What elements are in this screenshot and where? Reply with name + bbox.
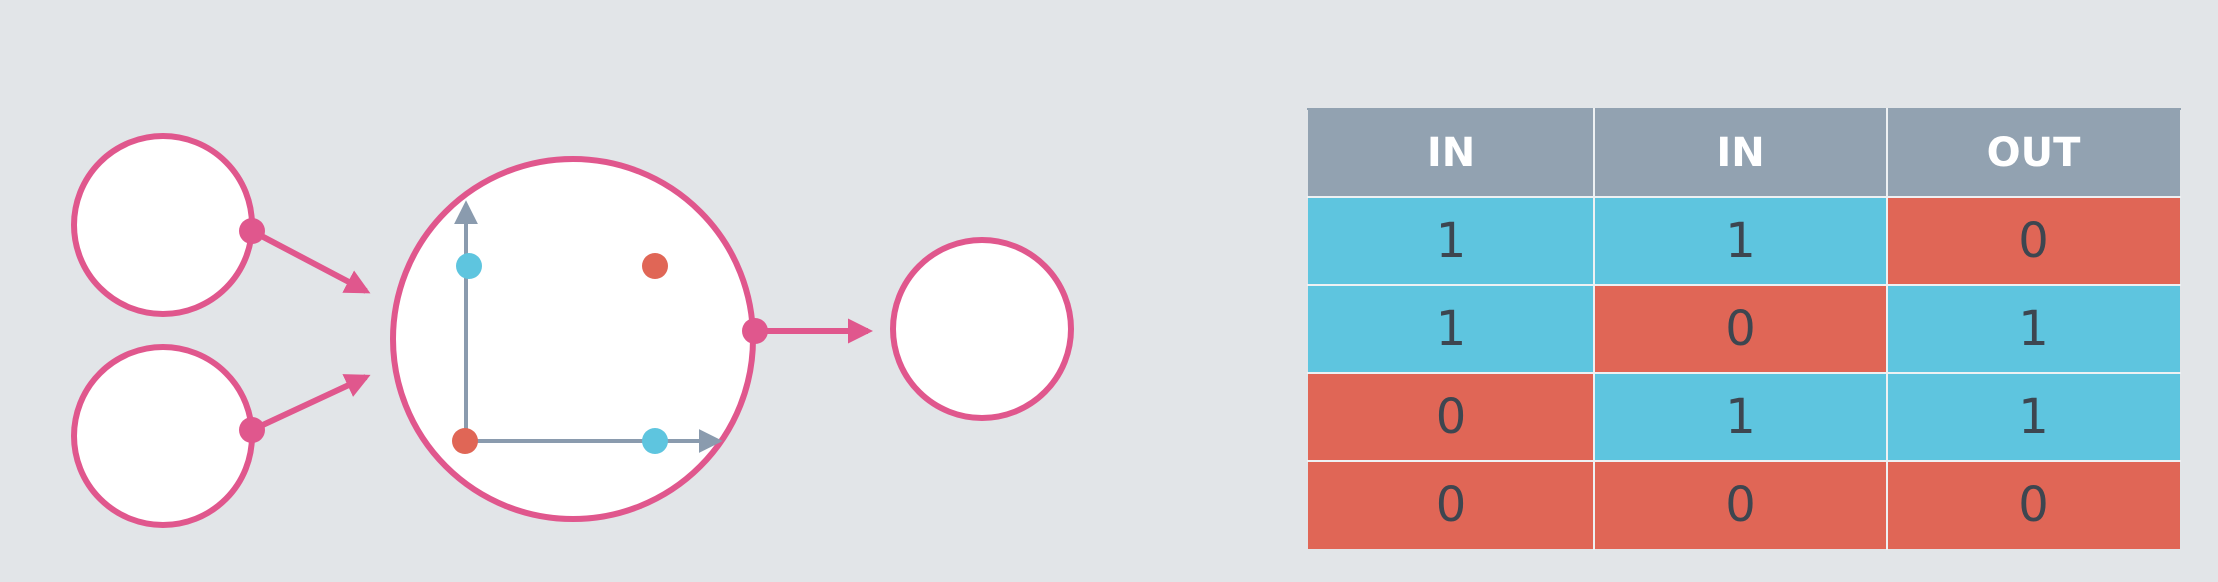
table-row: 0 1 1 [1308, 372, 2180, 462]
neural-network-diagram [71, 133, 1074, 528]
input-bottom-connection-arrow [250, 374, 371, 433]
table-cell: 0 [1886, 460, 2180, 549]
header-out: OUT [1886, 108, 2180, 198]
table-cell: 0 [1886, 196, 2180, 286]
table-row: 1 0 1 [1308, 284, 2180, 374]
table-row: 1 1 0 [1308, 196, 2180, 286]
table-row: 0 0 0 [1308, 460, 2180, 549]
table-cell: 0 [1593, 284, 1888, 374]
output-neuron [890, 237, 1074, 421]
input-bottom-connection-dot [239, 417, 265, 443]
truth-table: IN IN OUT 1 1 0 1 0 1 0 1 1 0 0 0 [1307, 108, 2181, 550]
table-cell: 1 [1308, 196, 1595, 286]
input-neuron-bottom [71, 344, 255, 528]
table-cell: 1 [1593, 372, 1888, 462]
table-cell: 0 [1308, 460, 1595, 549]
point-1-0-blue [642, 428, 668, 454]
table-cell: 1 [1593, 196, 1888, 286]
input-neuron-top [71, 133, 255, 317]
point-1-1-red [642, 253, 668, 279]
output-connection-dot [742, 318, 768, 344]
header-in-2: IN [1593, 108, 1888, 198]
table-header-row: IN IN OUT [1308, 108, 2180, 198]
point-0-0-red [452, 428, 478, 454]
table-cell: 1 [1308, 284, 1595, 374]
hidden-neuron [390, 156, 756, 522]
input-top-connection-dot [239, 218, 265, 244]
table-cell: 0 [1308, 372, 1595, 462]
point-0-1-blue [456, 253, 482, 279]
table-cell: 0 [1593, 460, 1888, 549]
input-top-connection-arrow [250, 228, 371, 294]
table-cell: 1 [1886, 284, 2180, 374]
table-cell: 1 [1886, 372, 2180, 462]
header-in-1: IN [1308, 108, 1595, 198]
